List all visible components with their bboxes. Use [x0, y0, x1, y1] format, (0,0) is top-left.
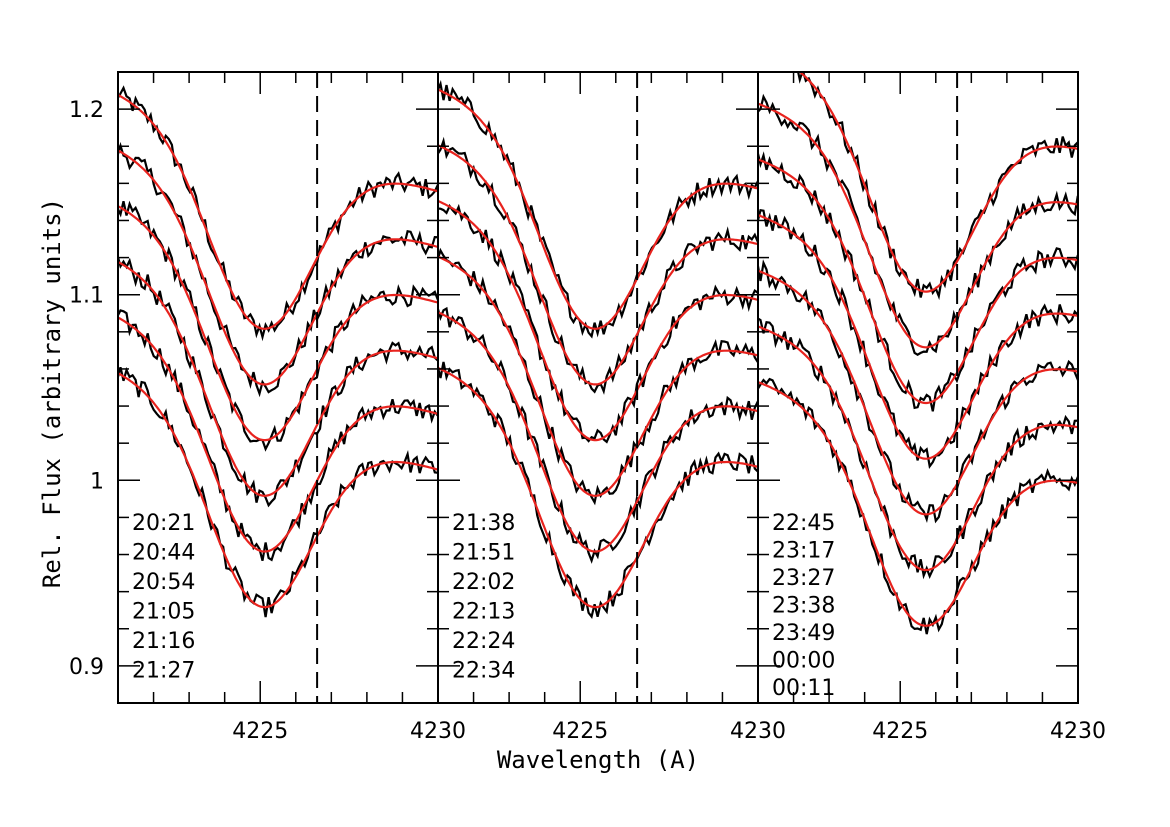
- observed-spectrum-22:24: [438, 305, 758, 564]
- y-tick-label: 1.1: [69, 284, 104, 309]
- time-label: 23:49: [772, 621, 835, 646]
- observed-spectrum-21:38: [438, 79, 758, 339]
- time-label: 23:17: [772, 539, 835, 564]
- y-tick-label: 1: [90, 469, 104, 494]
- observed-spectrum-20:21: [118, 85, 438, 342]
- time-label: 21:51: [452, 541, 515, 566]
- model-fit-21:16: [118, 316, 438, 553]
- model-fit-00:11: [758, 380, 1078, 627]
- spectra-panel-1: [118, 85, 438, 618]
- panel-2: 4225 4230 21:38 21:51 22:02 22:13 22:24 22:34: [437, 71, 786, 744]
- model-fit-23:27: [758, 158, 1078, 405]
- time-label: 20:44: [132, 541, 195, 566]
- x-tick-label: 4230: [1050, 719, 1106, 744]
- x-tick-label: 4225: [552, 719, 608, 744]
- time-label: 00:00: [772, 649, 835, 674]
- observed-spectrum-23:17: [758, 93, 1078, 356]
- time-label: 22:02: [452, 570, 515, 595]
- spectra-panel-3: [758, 72, 1078, 635]
- model-fit-22:45: [798, 72, 1078, 293]
- x-tick-label: 4225: [872, 719, 928, 744]
- observed-spectrum-22:13: [438, 247, 758, 506]
- x-tick-label: 4230: [410, 719, 466, 744]
- model-fit-21:05: [118, 260, 438, 497]
- time-label: 22:13: [452, 600, 515, 625]
- time-label: 22:45: [772, 511, 835, 536]
- y-tick-label: 0.9: [69, 655, 104, 680]
- time-label: 22:24: [452, 629, 515, 654]
- time-label: 21:27: [132, 659, 195, 684]
- y-axis-title: Rel. Flux (arbitrary units): [38, 198, 66, 588]
- time-label: 23:38: [772, 594, 835, 619]
- time-label: 23:27: [772, 566, 835, 591]
- model-fit-23:17: [758, 102, 1078, 349]
- model-fit-20:21: [118, 93, 438, 330]
- observed-spectrum-20:54: [118, 200, 438, 452]
- model-fit-00:00: [758, 325, 1078, 572]
- observed-spectrum-22:34: [438, 361, 758, 620]
- time-label: 00:11: [772, 676, 835, 701]
- model-fit-23:49: [758, 269, 1078, 516]
- x-tick-label: 4225: [232, 719, 288, 744]
- time-label: 20:21: [132, 511, 195, 536]
- time-label: 20:54: [132, 570, 195, 595]
- observed-spectrum-21:16: [118, 309, 438, 562]
- panel-1: 4225 4230 20:21 20:44 20:54 21:05 21:16 21:27: [117, 71, 466, 744]
- model-fit-22:24: [438, 311, 758, 553]
- observed-spectrum-22:45: [792, 72, 1078, 301]
- observed-spectrum-20:44: [118, 141, 438, 398]
- observed-spectrum-23:38: [758, 208, 1078, 470]
- time-label: 22:34: [452, 659, 515, 684]
- observed-spectrum-00:00: [758, 317, 1078, 580]
- model-fit-21:51: [438, 144, 758, 386]
- model-fit-20:44: [118, 149, 438, 386]
- observed-spectrum-23:49: [758, 259, 1078, 524]
- observed-spectrum-22:02: [438, 203, 758, 444]
- spectra-panel-2: [438, 79, 758, 620]
- time-label: 21:05: [132, 600, 195, 625]
- observed-spectrum-21:51: [438, 136, 758, 395]
- x-tick-label: 4230: [730, 719, 786, 744]
- model-fit-23:38: [758, 213, 1078, 460]
- model-fit-21:38: [438, 88, 758, 330]
- time-label: 21:38: [452, 511, 515, 536]
- y-tick-labels: 0.9 1 1.1 1.2: [69, 98, 104, 680]
- observed-spectrum-23:27: [758, 150, 1078, 412]
- model-fit-20:54: [118, 204, 438, 442]
- model-fit-22:13: [438, 255, 758, 497]
- time-label: 21:16: [132, 629, 195, 654]
- y-tick-label: 1.2: [69, 98, 104, 123]
- panel-frame-3: [757, 71, 1079, 704]
- observed-spectrum-00:11: [758, 377, 1078, 635]
- panels-group: 4225 423020:2120:4420:5421:0521:1621:2742…: [117, 71, 1106, 744]
- observed-spectrum-21:27: [118, 366, 438, 618]
- model-fit-22:34: [438, 366, 758, 609]
- model-fit-22:02: [438, 199, 758, 442]
- observed-spectrum-21:05: [118, 253, 438, 508]
- model-fit-21:27: [118, 371, 438, 609]
- x-axis-title: Wavelength (A): [497, 746, 699, 774]
